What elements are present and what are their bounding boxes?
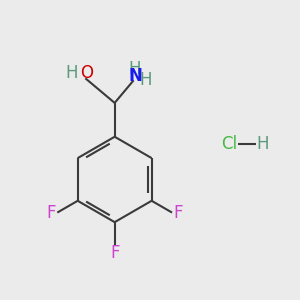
Text: F: F: [110, 244, 119, 262]
Text: H: H: [65, 64, 78, 82]
Text: F: F: [174, 204, 183, 222]
Text: F: F: [46, 204, 56, 222]
Text: N: N: [128, 67, 142, 85]
Text: Cl: Cl: [221, 135, 238, 153]
Text: H: H: [129, 60, 141, 78]
Text: H: H: [139, 71, 152, 89]
Text: H: H: [256, 135, 269, 153]
Text: O: O: [80, 64, 93, 82]
